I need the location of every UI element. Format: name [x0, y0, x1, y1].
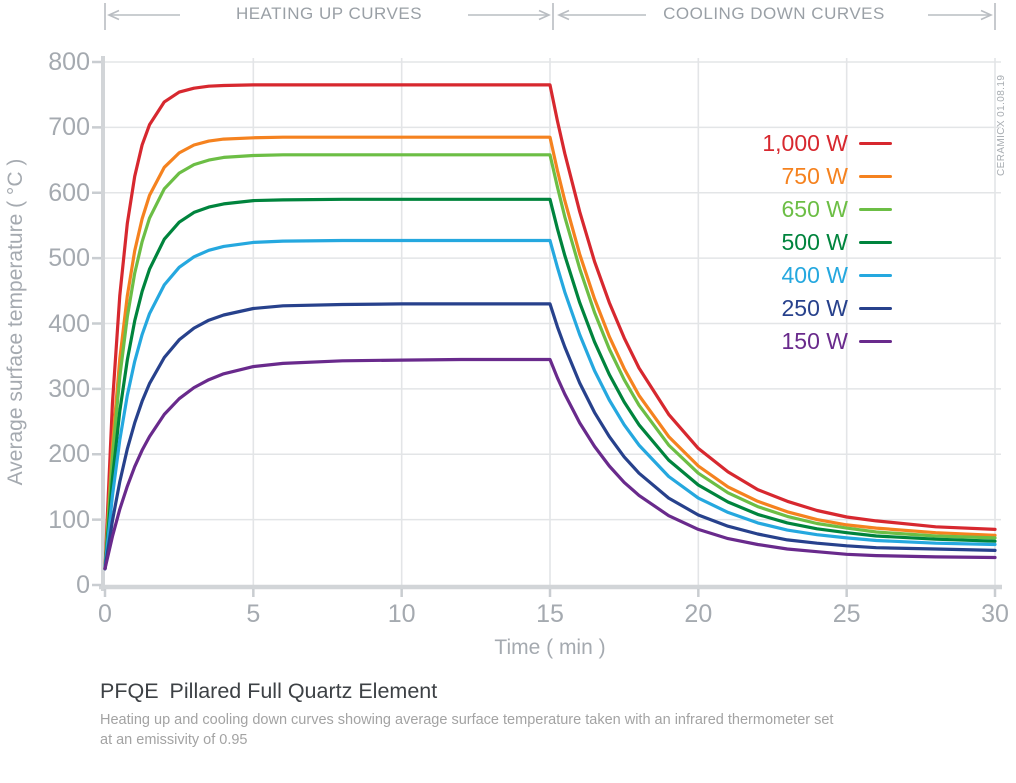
legend: 1,000 W 750 W 650 W 500 W 400 W 250 W 150 W [762, 127, 892, 358]
legend-item: 150 W [762, 325, 892, 358]
caption-line-1: Heating up and cooling down curves showi… [100, 712, 834, 728]
x-tick-label: 5 [246, 600, 261, 628]
legend-item: 1,000 W [762, 127, 892, 160]
curve-500w [103, 197, 997, 571]
curve-1000w [103, 83, 997, 571]
x-tick-label: 10 [387, 600, 416, 628]
arrowhead-icon [557, 9, 570, 21]
legend-label: 500 W [781, 229, 848, 255]
y-tick-label: 300 [48, 374, 90, 403]
legend-label: 400 W [781, 262, 848, 288]
y-tick-label: 700 [48, 113, 90, 142]
legend-label: 750 W [781, 163, 848, 189]
y-tick-label: 100 [48, 505, 90, 534]
legend-label: 1,000 W [762, 130, 848, 156]
curve-400w [103, 238, 997, 571]
y-tick-label: 500 [48, 244, 90, 273]
chart-title-name: Pillared Full Quartz Element [169, 679, 438, 703]
legend-line-swatch [859, 208, 892, 211]
y-axis-title: Average surface temperature ( °C ) [4, 158, 27, 486]
x-tick-label: 15 [536, 600, 564, 628]
legend-line-swatch [859, 175, 892, 178]
caption-line-2: at an emissivity of 0.95 [100, 732, 248, 748]
chart-caption: Heating up and cooling down curves showi… [100, 710, 1000, 750]
watermark-text: CERAMICX 01.08.19 [996, 74, 1007, 176]
x-tick-label: 30 [981, 600, 1009, 628]
y-tick-label: 400 [48, 309, 90, 338]
y-tick-label: 0 [76, 571, 90, 599]
x-axis-title: Time ( min ) [494, 636, 606, 659]
curve-150w [103, 357, 997, 571]
legend-label: 250 W [781, 295, 848, 321]
legend-line-swatch [859, 241, 892, 244]
arrowhead-icon [980, 9, 993, 21]
y-tick-label: 200 [48, 440, 90, 469]
legend-item: 400 W [762, 259, 892, 292]
heating-zone-label: HEATING UP CURVES [235, 4, 423, 23]
legend-item: 250 W [762, 292, 892, 325]
x-tick-label: 25 [832, 600, 861, 628]
curve-250w [103, 302, 997, 571]
x-tick-label: 0 [98, 600, 112, 628]
legend-item: 750 W [762, 160, 892, 193]
x-tick-label: 20 [684, 600, 713, 628]
legend-line-swatch [859, 340, 892, 343]
legend-label: 650 W [781, 196, 848, 222]
arrowhead-icon [538, 9, 551, 21]
legend-line-swatch [859, 142, 892, 145]
arrowhead-icon [107, 9, 120, 21]
cooling-zone-label: COOLING DOWN CURVES [663, 4, 885, 23]
legend-line-swatch [859, 307, 892, 310]
curve-650w [103, 153, 997, 571]
legend-item: 650 W [762, 193, 892, 226]
y-tick-label: 800 [48, 48, 90, 76]
chart-title-code: PFQE [100, 679, 159, 703]
chart-title: PFQE Pillared Full Quartz Element [100, 679, 437, 704]
legend-label: 150 W [781, 328, 848, 354]
legend-line-swatch [859, 274, 892, 277]
legend-item: 500 W [762, 226, 892, 259]
curve-750w [103, 135, 997, 571]
y-tick-label: 600 [48, 178, 90, 207]
